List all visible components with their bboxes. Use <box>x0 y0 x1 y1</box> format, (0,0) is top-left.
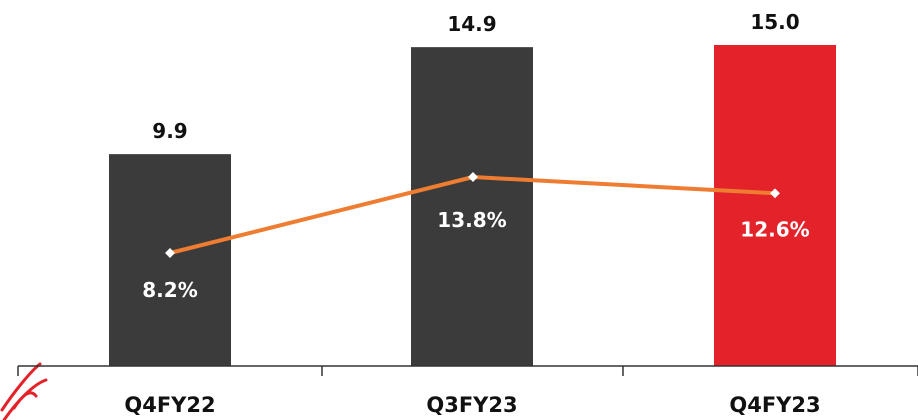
line-value-label: 13.8% <box>437 208 506 232</box>
x-tick-label: Q4FY23 <box>729 393 820 417</box>
line-series <box>165 172 780 258</box>
x-tick-label: Q3FY23 <box>426 393 517 417</box>
bar-q3fy23 <box>411 47 533 366</box>
line-value-label: 8.2% <box>142 278 197 302</box>
bars-layer <box>109 45 836 366</box>
line-point-marker <box>468 172 478 182</box>
line-point-marker <box>770 188 780 199</box>
line-value-label: 12.6% <box>740 217 809 241</box>
bar-q4fy22 <box>109 154 231 366</box>
bar-value-label: 15.0 <box>750 10 799 34</box>
labels-layer: 9.9 14.9 15.0 8.2% 13.8% 12.6% <box>142 10 809 302</box>
bar-value-label: 14.9 <box>447 12 496 36</box>
logo-mark-icon <box>0 362 48 420</box>
bar-q4fy23 <box>714 45 836 366</box>
bar-value-label: 9.9 <box>152 119 187 143</box>
x-axis: Q4FY22 Q3FY23 Q4FY23 <box>17 365 918 417</box>
x-tick-label: Q4FY22 <box>124 393 215 417</box>
line-point-marker <box>165 248 175 258</box>
